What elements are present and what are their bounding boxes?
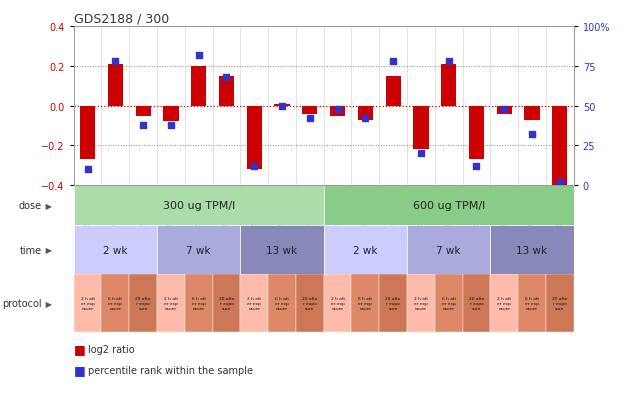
Text: ▶: ▶ — [43, 245, 52, 254]
Text: 20 afte
r expo
sure: 20 afte r expo sure — [385, 297, 401, 310]
Text: protocol: protocol — [2, 299, 42, 309]
Point — [304, 116, 315, 122]
Point — [444, 59, 454, 65]
Point — [527, 132, 537, 138]
Bar — [552, 106, 567, 186]
Bar — [407, 274, 435, 332]
Point — [388, 59, 398, 65]
Text: dose: dose — [19, 201, 42, 211]
Text: 600 ug TPM/l: 600 ug TPM/l — [413, 201, 485, 211]
Bar — [469, 106, 484, 160]
Point — [277, 103, 287, 109]
Text: 6 h aft
er exp
osure: 6 h aft er exp osure — [358, 297, 372, 310]
Text: log2 ratio: log2 ratio — [88, 344, 135, 354]
Bar — [302, 106, 317, 114]
Text: 6 h aft
er exp
osure: 6 h aft er exp osure — [192, 297, 206, 310]
Bar — [497, 106, 512, 114]
Bar — [324, 225, 407, 274]
Text: 7 wk: 7 wk — [437, 245, 461, 255]
Bar — [296, 274, 324, 332]
Bar — [157, 274, 185, 332]
Point — [499, 106, 510, 113]
Point — [471, 164, 481, 170]
Bar — [379, 274, 407, 332]
Text: 2 h aft
er exp
osure: 2 h aft er exp osure — [247, 297, 262, 310]
Bar — [213, 274, 240, 332]
Bar — [441, 64, 456, 106]
Bar — [135, 106, 151, 116]
Text: 2 h aft
er exp
osure: 2 h aft er exp osure — [497, 297, 512, 310]
Text: 7 wk: 7 wk — [187, 245, 211, 255]
Bar — [274, 104, 290, 106]
Bar — [524, 106, 540, 120]
Bar — [74, 225, 157, 274]
Bar — [101, 274, 129, 332]
Text: 20 afte
r expo
sure: 20 afte r expo sure — [135, 297, 151, 310]
Text: 6 h aft
er exp
osure: 6 h aft er exp osure — [108, 297, 122, 310]
Text: 6 h aft
er exp
osure: 6 h aft er exp osure — [275, 297, 289, 310]
Bar — [407, 225, 490, 274]
Text: 13 wk: 13 wk — [267, 245, 297, 255]
Bar — [219, 76, 234, 106]
Bar — [108, 64, 123, 106]
Bar — [129, 274, 157, 332]
Text: 6 h aft
er exp
osure: 6 h aft er exp osure — [525, 297, 539, 310]
Point — [360, 116, 370, 122]
Bar — [247, 106, 262, 170]
Bar — [80, 106, 96, 160]
Text: GDS2188 / 300: GDS2188 / 300 — [74, 13, 169, 26]
Text: 2 wk: 2 wk — [103, 245, 128, 255]
Text: ■: ■ — [74, 342, 85, 356]
Bar — [268, 274, 296, 332]
Bar — [240, 274, 268, 332]
Bar — [240, 225, 324, 274]
Point — [194, 52, 204, 59]
Bar — [74, 186, 324, 225]
Bar — [358, 106, 373, 120]
Bar — [385, 76, 401, 106]
Bar — [435, 274, 463, 332]
Bar — [163, 106, 179, 122]
Text: 20 afte
r expo
sure: 20 afte r expo sure — [302, 297, 317, 310]
Text: 2 wk: 2 wk — [353, 245, 378, 255]
Point — [83, 166, 93, 173]
Text: 2 h aft
er exp
osure: 2 h aft er exp osure — [81, 297, 95, 310]
Bar — [330, 106, 345, 116]
Bar — [157, 225, 240, 274]
Text: 20 afte
r expo
sure: 20 afte r expo sure — [552, 297, 567, 310]
Point — [138, 122, 148, 129]
Bar — [463, 274, 490, 332]
Text: 20 afte
r expo
sure: 20 afte r expo sure — [219, 297, 234, 310]
Text: 13 wk: 13 wk — [517, 245, 547, 255]
Point — [221, 74, 231, 81]
Point — [554, 179, 565, 186]
Bar — [351, 274, 379, 332]
Point — [333, 106, 343, 113]
Text: 2 h aft
er exp
osure: 2 h aft er exp osure — [414, 297, 428, 310]
Text: 300 ug TPM/l: 300 ug TPM/l — [163, 201, 235, 211]
Text: percentile rank within the sample: percentile rank within the sample — [88, 365, 253, 375]
Bar — [413, 106, 429, 150]
Text: ■: ■ — [74, 363, 85, 376]
Bar — [518, 274, 546, 332]
Point — [249, 164, 260, 170]
Bar — [324, 186, 574, 225]
Text: ▶: ▶ — [43, 299, 52, 308]
Bar — [191, 66, 206, 106]
Point — [416, 151, 426, 157]
Bar — [74, 274, 101, 332]
Text: ▶: ▶ — [43, 201, 52, 210]
Point — [166, 122, 176, 129]
Bar — [546, 274, 574, 332]
Point — [110, 59, 121, 65]
Text: 2 h aft
er exp
osure: 2 h aft er exp osure — [331, 297, 345, 310]
Bar — [324, 274, 351, 332]
Text: 6 h aft
er exp
osure: 6 h aft er exp osure — [442, 297, 456, 310]
Bar — [185, 274, 213, 332]
Text: 2 h aft
er exp
osure: 2 h aft er exp osure — [164, 297, 178, 310]
Bar — [490, 225, 574, 274]
Bar — [490, 274, 518, 332]
Text: time: time — [19, 245, 42, 255]
Text: 20 afte
r expo
sure: 20 afte r expo sure — [469, 297, 484, 310]
